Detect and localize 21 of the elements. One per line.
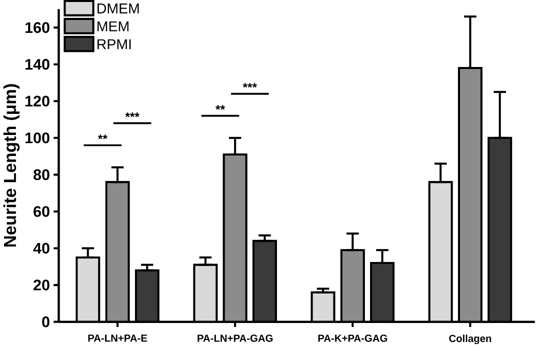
x-tick-label: PA-LN+PA-E bbox=[88, 334, 148, 342]
legend-label: RPMI bbox=[98, 40, 131, 50]
legend-label: DMEM bbox=[98, 4, 139, 14]
y-tick-label: 160 bbox=[26, 22, 50, 34]
y-tick-label: 140 bbox=[26, 59, 50, 70]
legend-label: MEM bbox=[98, 22, 128, 32]
x-tick-label: PA-LN+PA-GAG bbox=[198, 334, 273, 342]
y-axis-title: Neurite Length (μm) bbox=[3, 84, 20, 247]
y-tick-label: 0 bbox=[42, 316, 50, 328]
y-tick-label: 60 bbox=[34, 206, 50, 218]
annotation: ** bbox=[216, 105, 226, 110]
y-tick-label: 40 bbox=[33, 243, 50, 254]
annotation: *** bbox=[125, 112, 140, 118]
x-tick-label: Collagen bbox=[449, 334, 492, 344]
annotation: ** bbox=[98, 134, 108, 140]
y-tick-label: 80 bbox=[34, 170, 50, 180]
x-tick-label: PA-K+PA-GAG bbox=[318, 334, 388, 342]
y-tick-label: 20 bbox=[34, 280, 50, 291]
y-tick-label: 100 bbox=[26, 132, 50, 144]
annotation: *** bbox=[242, 83, 258, 88]
y-tick-label: 120 bbox=[26, 96, 50, 107]
